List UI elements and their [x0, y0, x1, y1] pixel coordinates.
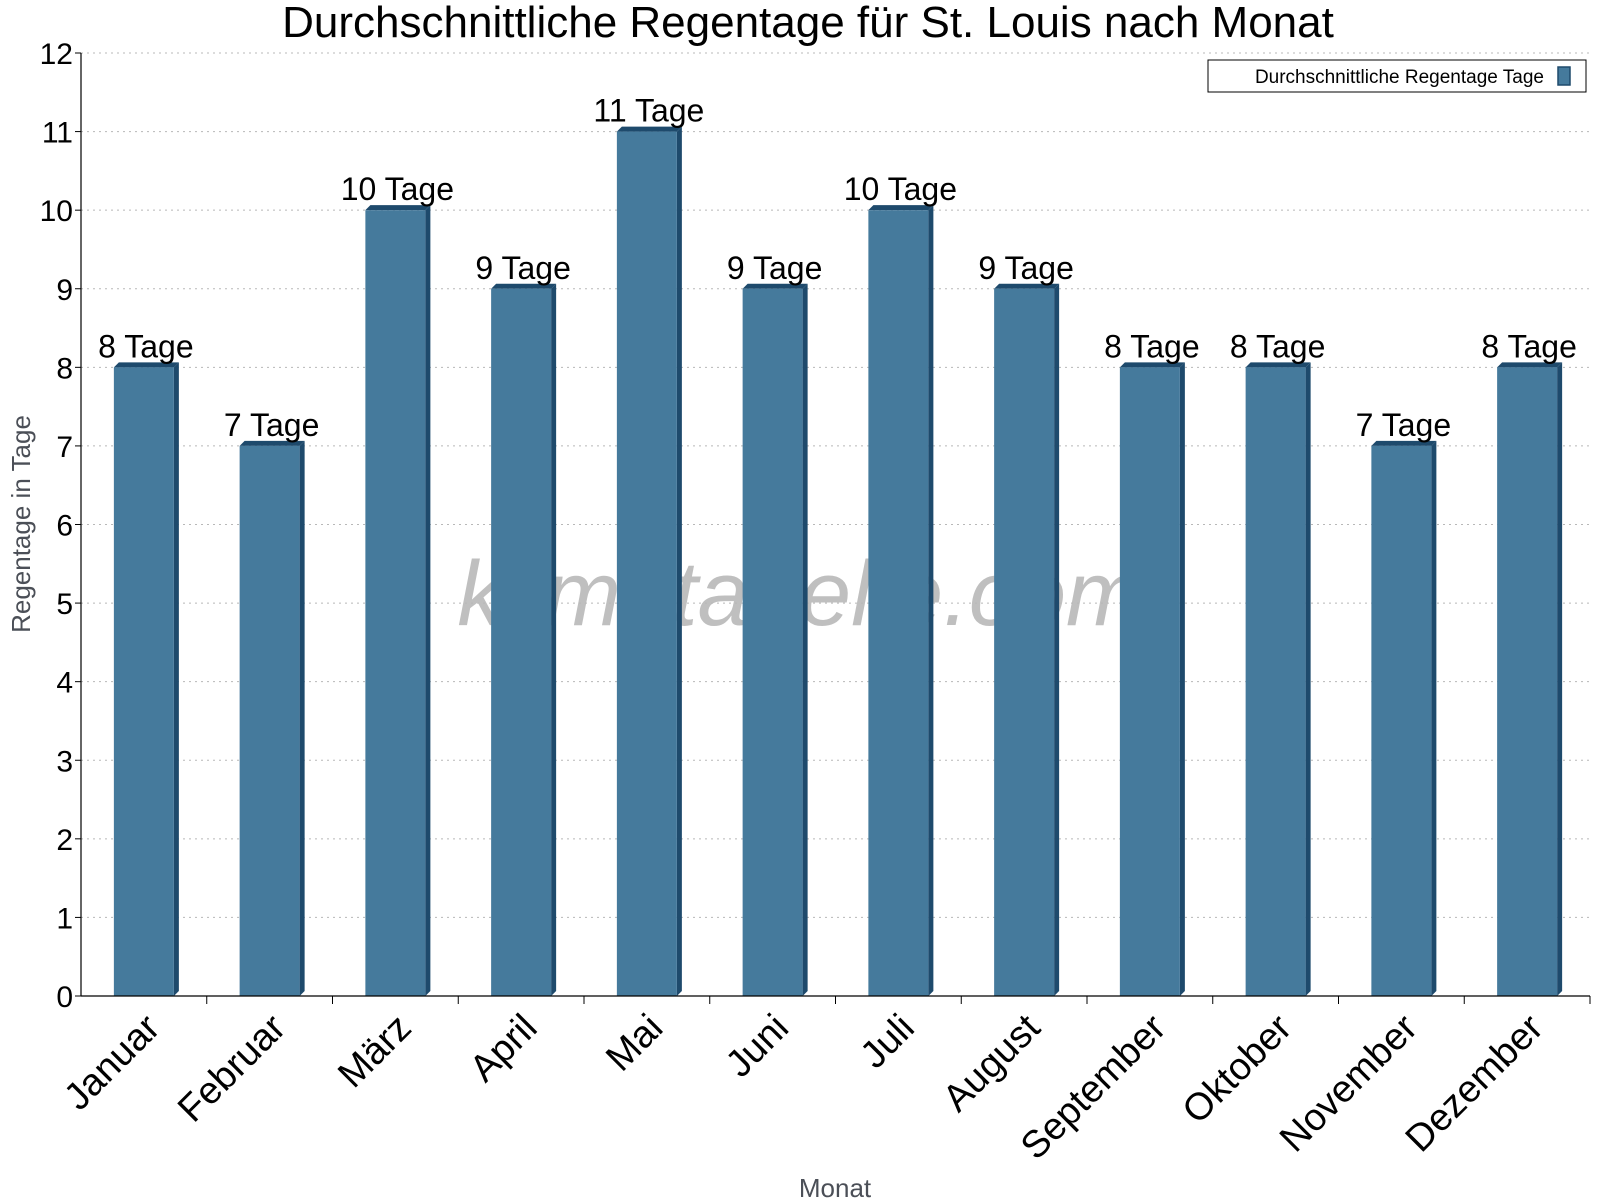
y-tick-label: 10	[40, 195, 73, 228]
x-ticks: Januar Februar März April Mai Juni Juli AugustS…	[56, 996, 1591, 1168]
bar-side	[425, 205, 431, 996]
axes	[80, 53, 1590, 997]
bar	[994, 288, 1055, 996]
y-tick-label: 2	[56, 824, 73, 857]
bar-label: 9 Tage	[475, 250, 571, 286]
x-tick-label: Juli	[853, 1007, 923, 1077]
y-tick-label: 9	[56, 274, 73, 307]
bar-side	[299, 440, 305, 997]
bar-side	[173, 362, 179, 996]
chart-title: Durchschnittliche Regentage für St. Loui…	[282, 0, 1334, 47]
bar-label: 11 Tage	[593, 93, 704, 129]
bar-label: 7 Tage	[224, 407, 320, 443]
bar-label: 9 Tage	[978, 250, 1074, 286]
bar-label: 9 Tage	[727, 250, 823, 286]
bar	[491, 288, 552, 996]
bar-label: 8 Tage	[1230, 328, 1326, 364]
y-tick-label: 5	[56, 588, 73, 621]
bar-labels: 8 Tage 7 Tage 10 Tage 9 Tage 11 Tage 9 Tage 10…	[98, 93, 1577, 443]
bar-top	[742, 283, 808, 289]
bar-label: 8 Tage	[98, 328, 194, 364]
bar-top	[1245, 362, 1311, 368]
bar	[1371, 445, 1432, 997]
x-tick-label: Oktober	[1175, 1006, 1301, 1132]
bar-top	[994, 283, 1060, 289]
bar	[1119, 367, 1180, 996]
bar	[616, 131, 677, 997]
y-tick-label: 6	[56, 510, 73, 543]
y-tick-label: 4	[56, 667, 73, 700]
x-tick-label: Juni	[718, 1007, 797, 1086]
bar-side	[802, 283, 808, 996]
bar	[868, 210, 929, 996]
bars	[113, 126, 1563, 997]
legend-box	[1207, 59, 1587, 93]
bar	[1245, 367, 1306, 996]
x-tick-label: April	[462, 1007, 545, 1090]
x-axis-label: Monat	[799, 1173, 872, 1200]
y-axis-label: Regentage in Tage	[6, 415, 36, 633]
y-tick-label: 12	[40, 38, 73, 71]
bar-top	[239, 440, 305, 446]
bar-side	[1431, 440, 1437, 997]
bar-top	[491, 283, 557, 289]
x-tick-label: März	[330, 1007, 419, 1096]
grid-lines	[81, 52, 1590, 918]
x-tick-label: Februar	[170, 1006, 294, 1130]
y-tick-label: 0	[56, 981, 73, 1014]
bar-label: 8 Tage	[1481, 328, 1577, 364]
bar	[239, 445, 300, 997]
bar-side	[928, 205, 934, 996]
bar	[365, 210, 426, 996]
x-tick-label: November	[1272, 1006, 1426, 1160]
bar-top	[113, 362, 179, 368]
bar-side	[1054, 283, 1060, 996]
bar-label: 8 Tage	[1104, 328, 1200, 364]
y-tick-label: 8	[56, 352, 73, 385]
y-tick-label: 11	[42, 117, 73, 150]
legend-swatch	[1557, 66, 1571, 86]
bar-label: 10 Tage	[341, 171, 454, 207]
x-tick-label: Januar	[56, 1006, 168, 1118]
bar-label: 7 Tage	[1356, 407, 1452, 443]
bar	[742, 288, 803, 996]
bar-top	[868, 205, 934, 211]
bar-label: 10 Tage	[844, 171, 957, 207]
bar	[113, 367, 174, 996]
bar-top	[616, 126, 682, 132]
bar-side	[1305, 362, 1311, 996]
bar-side	[1179, 362, 1185, 996]
x-tick-label: Dezember	[1398, 1006, 1552, 1160]
bar-top	[1371, 440, 1437, 446]
y-tick-label: 3	[56, 745, 73, 778]
legend: Durchschnittliche Regentage Tage	[1207, 59, 1587, 93]
y-tick-label: 7	[56, 431, 73, 464]
x-tick-label: August	[935, 1006, 1049, 1120]
x-tick-label: Mai	[598, 1007, 671, 1080]
bar-side	[676, 126, 682, 997]
bar	[1497, 367, 1558, 996]
bar-top	[365, 205, 431, 211]
bar-top	[1119, 362, 1185, 368]
bar-top	[1497, 362, 1563, 368]
y-tick-label: 1	[56, 902, 73, 935]
legend-entry-label: Durchschnittliche Regentage Tage	[1255, 67, 1544, 88]
bar-side	[551, 283, 557, 996]
bar-side	[1557, 362, 1563, 996]
